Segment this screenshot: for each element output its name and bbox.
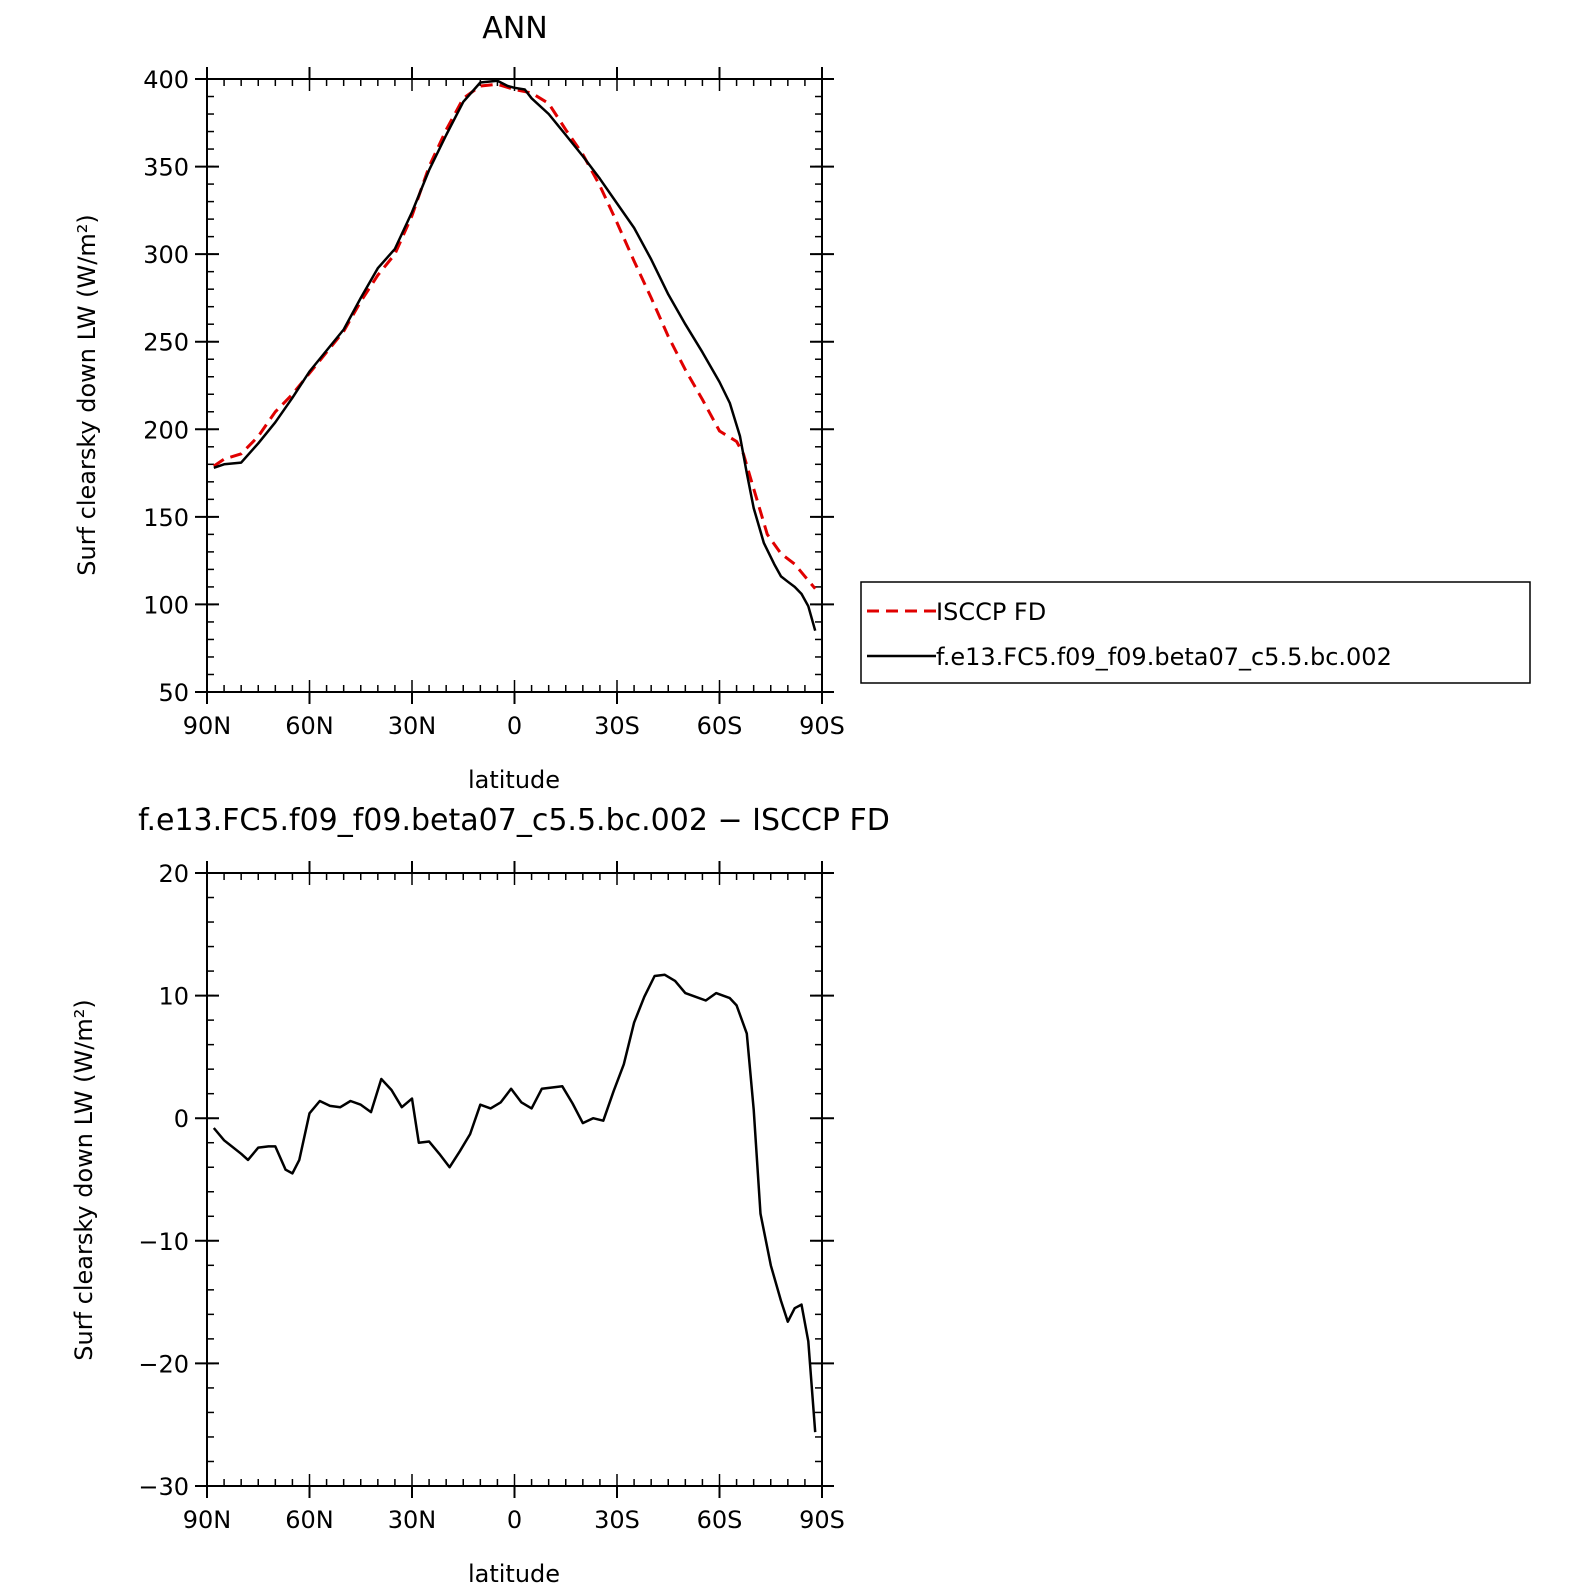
bottom-panel: f.e13.FC5.f09_f09.beta07_c5.5.bc.002 − I… (70, 803, 890, 1588)
top-x-tick-label: 60N (285, 712, 334, 740)
top-series-line-1 (213, 79, 817, 632)
bottom-x-tick-label: 30S (594, 1506, 640, 1534)
top-y-tick-label: 150 (143, 504, 189, 532)
bottom-y-tick-label: −10 (138, 1228, 189, 1256)
bottom-y-tick-label: 20 (158, 860, 189, 888)
top-y-tick-label: 400 (143, 66, 189, 94)
bottom-x-tick-label: 60S (697, 1506, 743, 1534)
top-y-axis-title: Surf clearsky down LW (W/m²) (73, 214, 101, 575)
bottom-x-tick-label: 60N (285, 1506, 334, 1534)
bottom-series-line-0 (212, 973, 817, 1433)
bottom-axis-ticks (195, 861, 834, 1498)
bottom-series-lines (212, 973, 817, 1433)
top-y-tick-label: 50 (158, 679, 189, 707)
bottom-y-tick-label: 10 (158, 983, 189, 1011)
bottom-tick-labels: 20 10 0 −10 −20 −30 90N 60N 30N 0 30S 60S 90S (138, 860, 845, 1534)
top-tick-labels: 50 100 150 200 250 300 350 400 90N 60N 30N 0 30S 60S 9… (143, 66, 845, 740)
top-x-tick-label: 90N (183, 712, 232, 740)
bottom-x-tick-label: 90N (183, 1506, 232, 1534)
top-x-tick-label: 0 (507, 712, 522, 740)
bottom-x-tick-label: 90S (799, 1506, 845, 1534)
top-x-axis-title: latitude (468, 766, 560, 794)
top-y-tick-label: 350 (143, 154, 189, 182)
top-y-tick-label: 250 (143, 329, 189, 357)
top-series-line-0 (212, 82, 817, 590)
bottom-x-tick-label: 30N (388, 1506, 437, 1534)
top-y-tick-label: 100 (143, 591, 189, 619)
top-x-tick-label: 90S (799, 712, 845, 740)
bottom-y-tick-label: 0 (174, 1105, 189, 1133)
bottom-chart-title: f.e13.FC5.f09_f09.beta07_c5.5.bc.002 − I… (138, 803, 890, 838)
legend-label-model: f.e13.FC5.f09_f09.beta07_c5.5.bc.002 (936, 643, 1392, 671)
bottom-x-axis-title: latitude (468, 1560, 560, 1588)
bottom-plot-frame (206, 872, 823, 1487)
legend-label-isccp: ISCCP FD (936, 598, 1046, 626)
top-axis-ticks (195, 67, 834, 704)
top-y-tick-label: 300 (143, 241, 189, 269)
top-x-tick-label: 60S (697, 712, 743, 740)
bottom-x-tick-label: 0 (507, 1506, 522, 1534)
top-panel: ANN 50 100 150 200 250 300 350 400 90N 60N 30N 0 30S… (73, 11, 845, 794)
top-y-tick-label: 200 (143, 416, 189, 444)
top-plot-frame (206, 78, 823, 693)
bottom-y-tick-label: −20 (138, 1350, 189, 1378)
top-x-tick-label: 30N (388, 712, 437, 740)
bottom-y-tick-label: −30 (138, 1473, 189, 1501)
top-chart-title: ANN (482, 11, 547, 46)
legend-box (860, 581, 1531, 684)
legend: ISCCP FD f.e13.FC5.f09_f09.beta07_c5.5.b… (860, 581, 1531, 684)
bottom-y-axis-title: Surf clearsky down LW (W/m²) (70, 999, 98, 1360)
top-x-tick-label: 30S (594, 712, 640, 740)
top-series-lines (212, 79, 817, 632)
